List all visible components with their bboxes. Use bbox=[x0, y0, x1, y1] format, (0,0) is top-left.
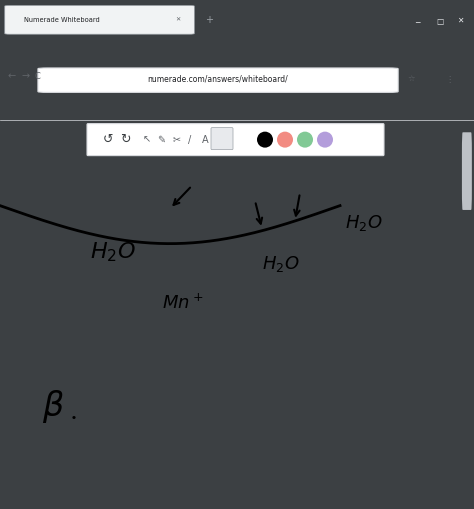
Circle shape bbox=[277, 132, 293, 148]
FancyBboxPatch shape bbox=[87, 124, 384, 156]
Text: ✕: ✕ bbox=[457, 16, 464, 24]
Text: .: . bbox=[70, 401, 78, 423]
Text: $\mathit{H_2O}$: $\mathit{H_2O}$ bbox=[262, 253, 300, 274]
Text: Drive: Drive bbox=[47, 107, 63, 112]
Text: ☆: ☆ bbox=[408, 75, 415, 84]
Text: ─: ─ bbox=[415, 17, 419, 26]
Circle shape bbox=[257, 132, 273, 148]
Circle shape bbox=[297, 132, 313, 148]
Text: ✂: ✂ bbox=[173, 135, 181, 145]
Text: $\mathit{Mn^+}$: $\mathit{Mn^+}$ bbox=[162, 293, 203, 313]
Text: $\beta$: $\beta$ bbox=[42, 388, 64, 425]
Text: ↖: ↖ bbox=[143, 135, 151, 145]
Text: ✕: ✕ bbox=[175, 18, 181, 23]
Text: Canvas: Canvas bbox=[156, 107, 178, 112]
Text: $\mathit{H_2O}$: $\mathit{H_2O}$ bbox=[90, 241, 136, 264]
Text: →: → bbox=[21, 71, 29, 81]
Text: Apps: Apps bbox=[19, 107, 34, 112]
FancyBboxPatch shape bbox=[38, 68, 398, 93]
Text: ✎: ✎ bbox=[157, 135, 165, 145]
Text: +: + bbox=[205, 15, 212, 25]
Text: ⋮: ⋮ bbox=[446, 75, 454, 84]
Text: multi op.gg: multi op.gg bbox=[237, 107, 271, 112]
FancyBboxPatch shape bbox=[462, 132, 472, 210]
Text: C: C bbox=[34, 72, 40, 81]
Text: Google Calendar: Google Calendar bbox=[100, 107, 149, 112]
Text: $\mathit{H_2O}$: $\mathit{H_2O}$ bbox=[345, 213, 383, 233]
Text: My UC: My UC bbox=[194, 107, 213, 112]
Text: A: A bbox=[202, 135, 209, 145]
Text: numerade.com/answers/whiteboard/: numerade.com/answers/whiteboard/ bbox=[148, 75, 288, 84]
Text: ←: ← bbox=[7, 71, 15, 81]
Text: Other bookmarks: Other bookmarks bbox=[322, 107, 374, 112]
Text: /: / bbox=[188, 135, 191, 145]
Text: Numerade Whiteboard: Numerade Whiteboard bbox=[24, 17, 100, 23]
Text: ↻: ↻ bbox=[120, 133, 130, 146]
Text: □: □ bbox=[436, 17, 443, 26]
Circle shape bbox=[317, 132, 333, 148]
Text: ↺: ↺ bbox=[103, 133, 113, 146]
Text: Reading list: Reading list bbox=[408, 107, 442, 112]
FancyBboxPatch shape bbox=[5, 6, 194, 34]
FancyBboxPatch shape bbox=[211, 128, 233, 150]
